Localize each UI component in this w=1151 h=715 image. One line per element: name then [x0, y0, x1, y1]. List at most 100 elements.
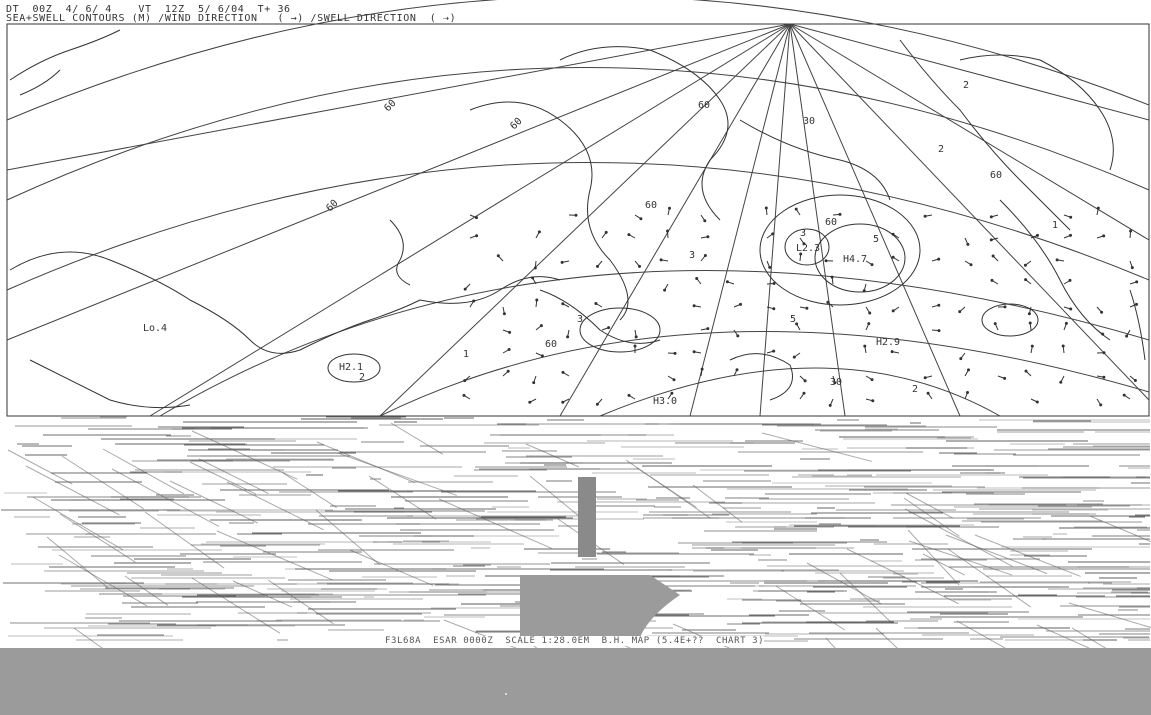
contour-label: 1	[463, 349, 469, 360]
wind-arrow-head	[463, 287, 467, 291]
noise-diagonal	[692, 484, 743, 523]
wind-arrow-head	[830, 275, 834, 279]
wind-arrow-head	[993, 322, 997, 326]
wind-arrow-head	[795, 322, 799, 326]
noise-diagonal	[73, 627, 106, 650]
wind-arrow-head	[1028, 321, 1032, 325]
noise-diagonal	[905, 492, 954, 519]
wind-arrow-head	[506, 369, 510, 373]
wind-arrow-head	[634, 335, 638, 339]
wind-arrow-head	[1102, 375, 1106, 379]
wind-arrow-head	[1133, 379, 1137, 382]
wind-arrow-head	[604, 230, 608, 234]
wind-arrow-head	[1130, 266, 1134, 270]
wind-arrow-head	[607, 326, 611, 330]
wind-arrow-head	[937, 303, 941, 307]
contour-label: 60	[545, 339, 557, 350]
wind-arrow-head	[764, 206, 768, 210]
latitude-arcs	[6, 0, 1150, 417]
noise-diagonal	[337, 452, 457, 496]
wind-arrow-head	[802, 391, 806, 395]
wind-arrow-head	[638, 264, 641, 268]
contour-label: 30	[830, 377, 842, 388]
wind-arrow-head	[633, 344, 637, 348]
wind-arrow-head	[1036, 233, 1039, 237]
contour-label: 60	[645, 200, 657, 211]
wind-arrow-head	[1023, 263, 1027, 267]
pressure-label: H3.0	[653, 396, 677, 407]
wind-arrow-head	[1055, 258, 1059, 262]
noise-diagonal	[111, 468, 220, 527]
wind-arrow-head	[508, 330, 512, 334]
contour-label: 60	[508, 116, 524, 132]
contour-label: 60	[698, 100, 710, 111]
wind-arrow-head	[799, 252, 803, 256]
noise-diagonal	[908, 540, 1013, 576]
wind-arrow-head	[472, 299, 476, 303]
wind-arrow-head	[528, 400, 532, 404]
wind-arrow-head	[867, 322, 871, 326]
noise-diagonal	[32, 496, 124, 551]
wind-arrow-head	[1135, 302, 1138, 306]
meridians	[6, 23, 1150, 417]
noise-diagonal	[903, 497, 960, 537]
wind-arrow-head	[990, 278, 994, 282]
noise-diagonal	[58, 554, 148, 607]
wind-arrow-head	[1101, 332, 1105, 336]
wind-arrow-head	[805, 306, 809, 310]
wind-arrow-head	[1096, 206, 1100, 210]
wind-arrow-head	[772, 349, 776, 353]
noise-diagonal	[1089, 515, 1151, 543]
wind-arrow-head	[706, 327, 710, 331]
wind-arrow-head	[561, 370, 565, 374]
wind-arrow-head	[828, 403, 832, 407]
wind-arrow-head	[462, 393, 466, 397]
pressure-label: H2.9	[876, 337, 900, 348]
contour-label: 5	[873, 234, 879, 245]
wind-arrow-head	[673, 351, 677, 355]
wind-arrow-head	[870, 263, 874, 267]
noise-diagonal	[907, 529, 960, 586]
noise-diagonal	[226, 481, 324, 531]
noise-diagonal	[945, 534, 1048, 575]
noise-diagonal	[839, 572, 893, 624]
noise-diagonal	[349, 549, 434, 586]
wind-arrow-head	[923, 376, 927, 380]
noise-diagonal	[7, 449, 73, 485]
wind-arrow-head	[1069, 215, 1073, 219]
noise-diagonal	[390, 422, 444, 455]
wind-arrow-head	[891, 255, 895, 259]
wind-arrow-head	[838, 212, 842, 216]
noise-diagonal	[191, 430, 298, 480]
noise-diagonal	[25, 465, 120, 516]
noise-diagonal	[761, 432, 873, 462]
wind-arrow-head	[700, 367, 704, 371]
contour-label: 2	[359, 372, 365, 383]
noise-diagonal	[59, 513, 136, 563]
wind-arrow-head	[824, 259, 828, 263]
wind-arrow-head	[668, 206, 671, 210]
wind-arrow-head	[739, 302, 742, 306]
pressure-label: Lo.4	[143, 323, 167, 334]
wind-arrow-head	[989, 238, 993, 242]
contour-label: 2	[912, 384, 918, 395]
contour-label: 60	[382, 98, 398, 114]
wind-arrow-head	[537, 230, 541, 234]
contour-label: 60	[990, 170, 1002, 181]
wind-arrow-head	[772, 307, 776, 311]
wind-arrow-head	[703, 254, 707, 257]
coastlines	[9, 29, 1146, 409]
wind-arrow-head	[1102, 234, 1106, 238]
wind-arrow-head	[1024, 369, 1028, 373]
noise-diagonal	[46, 536, 109, 589]
wind-arrow-head	[868, 311, 872, 315]
wind-arrow-head	[966, 242, 970, 246]
wind-arrow-head	[502, 312, 506, 316]
wind-arrow-head	[1102, 351, 1106, 355]
wind-arrow-head	[496, 254, 500, 258]
wind-arrow-head	[890, 350, 894, 354]
wind-arrow-head	[989, 215, 993, 219]
noise-diagonal	[189, 461, 257, 495]
wind-arrow-head	[966, 391, 969, 394]
wind-arrow-head	[736, 334, 740, 338]
